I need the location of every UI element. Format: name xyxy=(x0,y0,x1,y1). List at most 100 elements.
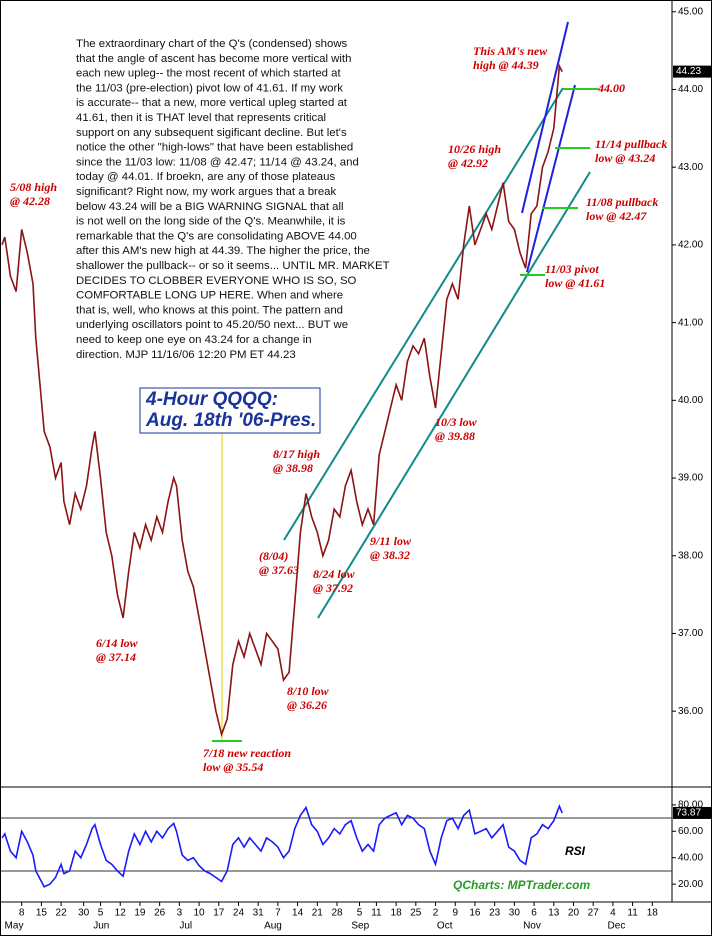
x-tick-label: 17 xyxy=(213,908,225,919)
annotation: @ 37.63 xyxy=(259,563,299,577)
month-label: Oct xyxy=(437,921,453,932)
rsi-line xyxy=(1,804,563,888)
month-label: Nov xyxy=(523,921,541,932)
y-tick-label: 43.00 xyxy=(678,162,703,173)
commentary-line: need to keep one eye on 43.24 for a chan… xyxy=(76,334,312,346)
commentary-line: since the 11/03 low: 11/08 @ 42.47; 11/1… xyxy=(76,156,359,168)
x-tick-label: 25 xyxy=(410,908,422,919)
month-label: Sep xyxy=(351,921,369,932)
commentary-line: DECIDES TO CLOBBER EVERYONE WHO IS SO, S… xyxy=(76,275,357,287)
annotation: @ 36.26 xyxy=(287,698,327,712)
annotation: 11/03 pivot xyxy=(545,262,599,276)
y-tick-label: 60.00 xyxy=(678,826,703,837)
x-tick-label: 20 xyxy=(568,908,580,919)
x-tick-label: 12 xyxy=(115,908,127,919)
y-tick-label: 37.00 xyxy=(678,628,703,639)
annotation: (8/04) xyxy=(259,549,288,563)
annotation: 5/08 high xyxy=(10,180,57,194)
annotation: @ 37.92 xyxy=(313,581,353,595)
x-tick-label: 19 xyxy=(134,908,146,919)
annotation: @ 42.92 xyxy=(448,156,488,170)
x-tick-label: 30 xyxy=(78,908,90,919)
y-tick-label: 40.00 xyxy=(678,395,703,406)
annotation: 7/18 new reaction xyxy=(203,746,291,760)
watermark: QCharts: MPTrader.com xyxy=(453,878,590,892)
annotation: @ 39.88 xyxy=(435,429,475,443)
y-tick-label: 36.00 xyxy=(678,706,703,717)
x-tick-label: 18 xyxy=(391,908,403,919)
x-tick-label: 3 xyxy=(177,908,183,919)
chart-title: 4-Hour QQQQ: xyxy=(145,389,278,410)
x-tick-label: 22 xyxy=(56,908,68,919)
series-label: RSI xyxy=(565,844,586,858)
y-tick-label: 44.00 xyxy=(678,84,703,95)
commentary-line: 41.61, then it is THAT level that repres… xyxy=(76,112,326,124)
commentary-line: that the angle of ascent has become more… xyxy=(76,53,351,65)
annotation: 10/3 low xyxy=(435,415,478,429)
x-tick-label: 16 xyxy=(469,908,481,919)
annotation: @ 38.98 xyxy=(273,461,313,475)
y-tick-label: 41.00 xyxy=(678,317,703,328)
commentary-line: underlying oscillators point to 45.20/50… xyxy=(76,319,348,331)
annotation: 11/08 pullback xyxy=(586,195,658,209)
month-label: Aug xyxy=(264,921,282,932)
x-tick-label: 21 xyxy=(312,908,324,919)
x-tick-label: 5 xyxy=(98,908,104,919)
annotation: 11/14 pullback xyxy=(595,137,667,151)
annotation: low @ 35.54 xyxy=(203,760,263,774)
y-tick-label: 40.00 xyxy=(678,852,703,863)
x-tick-label: 26 xyxy=(154,908,166,919)
x-tick-label: 27 xyxy=(588,908,600,919)
commentary-line: COMFORTABLE LONG UP HERE. When and where xyxy=(76,290,343,302)
annotation: 8/10 low xyxy=(287,684,330,698)
commentary-line: direction. MJP 11/16/06 12:20 PM ET 44.2… xyxy=(76,349,296,361)
commentary-line: after this AM's new high at 44.39. The h… xyxy=(76,245,370,257)
x-tick-label: 11 xyxy=(371,908,382,919)
x-tick-label: 7 xyxy=(275,908,281,919)
commentary-line: below 43.24 will be a BIG WARNING SIGNAL… xyxy=(76,201,344,213)
x-tick-label: 31 xyxy=(253,908,265,919)
annotation: high @ 44.39 xyxy=(473,58,539,72)
x-tick-label: 9 xyxy=(452,908,458,919)
trend-line xyxy=(526,84,576,273)
commentary-line: that is, well, who knows at this point. … xyxy=(76,304,343,316)
y-tick-label: 42.00 xyxy=(678,240,703,251)
commentary-line: support on any subsequent sigificant dec… xyxy=(76,127,347,139)
x-tick-label: 28 xyxy=(331,908,343,919)
month-label: Jun xyxy=(93,921,109,932)
annotation: 9/11 low xyxy=(370,534,412,548)
annotation: 8/17 high xyxy=(273,447,320,461)
last-value-label: 73.87 xyxy=(676,808,701,819)
commentary-line: shallower the pullback-- or so it seems.… xyxy=(76,260,390,272)
annotation: low @ 42.47 xyxy=(586,209,647,223)
annotation: low @ 43.24 xyxy=(595,151,655,165)
annotation: @ 38.32 xyxy=(370,548,410,562)
commentary-line: each new upleg-- the most recent of whic… xyxy=(76,68,341,80)
x-tick-label: 5 xyxy=(357,908,363,919)
x-tick-label: 11 xyxy=(627,908,638,919)
annotation: @ 42.28 xyxy=(10,194,50,208)
x-tick-label: 6 xyxy=(531,908,537,919)
y-tick-label: 20.00 xyxy=(678,879,703,890)
y-tick-label: 80.00 xyxy=(678,799,703,810)
x-tick-label: 10 xyxy=(193,908,205,919)
commentary-line: significant? Right now, my work argues t… xyxy=(76,186,337,198)
commentary-line: is accurate-- that a new, more vertical … xyxy=(76,97,348,109)
x-tick-label: 13 xyxy=(548,908,560,919)
trend-line xyxy=(283,87,564,541)
commentary-line: The extraordinary chart of the Q's (cond… xyxy=(76,38,348,50)
month-label: Jul xyxy=(179,921,192,932)
y-tick-label: 39.00 xyxy=(678,473,703,484)
last-price-label: 44.23 xyxy=(676,66,701,77)
chart-title: Aug. 18th '06-Pres. xyxy=(145,410,316,431)
annotation: 6/14 low xyxy=(96,636,139,650)
commentary-line: the 11/03 (pre-election) pivot low of 41… xyxy=(76,82,343,94)
annotation: 44.00 xyxy=(597,81,625,95)
x-tick-label: 24 xyxy=(233,908,245,919)
annotation: low @ 41.61 xyxy=(545,276,605,290)
x-tick-label: 4 xyxy=(610,908,616,919)
x-tick-label: 14 xyxy=(292,908,304,919)
x-tick-label: 8 xyxy=(19,908,25,919)
